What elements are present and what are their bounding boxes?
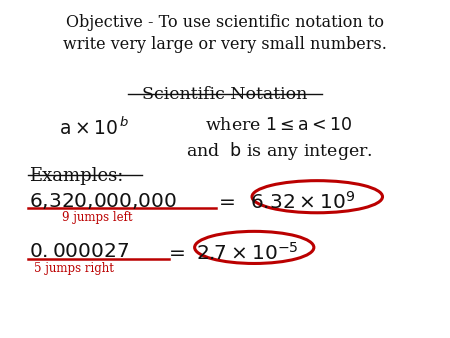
Text: $2.7\times10^{-5}$: $2.7\times10^{-5}$ [196,242,298,264]
Text: $0{.}000027$: $0{.}000027$ [29,242,130,261]
Text: $\mathrm{a}\times10^{\,b}$: $\mathrm{a}\times10^{\,b}$ [59,117,130,139]
Text: and  $\mathrm{b}$ is any integer.: and $\mathrm{b}$ is any integer. [185,140,373,162]
Text: Examples:: Examples: [29,167,124,185]
Text: $6{,}320{,}000{,}000$: $6{,}320{,}000{,}000$ [29,191,177,211]
Text: 9 jumps left: 9 jumps left [62,211,132,224]
Text: Scientific Notation: Scientific Notation [142,86,308,103]
Text: Objective - To use scientific notation to
write very large or very small numbers: Objective - To use scientific notation t… [63,14,387,53]
Text: $=$: $=$ [165,242,186,261]
Text: where $1\leq \mathrm{a}<10$: where $1\leq \mathrm{a}<10$ [205,117,353,134]
Text: $=$: $=$ [215,191,235,210]
Text: 5 jumps right: 5 jumps right [34,262,114,275]
Text: $6.32\times10^{9}$: $6.32\times10^{9}$ [250,191,355,213]
